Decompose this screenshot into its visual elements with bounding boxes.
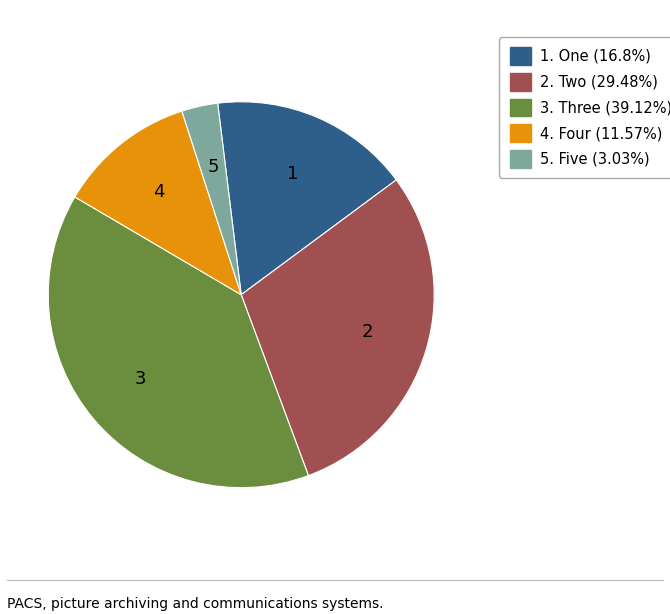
Text: 4: 4 <box>153 184 165 201</box>
Text: PACS, picture archiving and communications systems.: PACS, picture archiving and communicatio… <box>7 597 383 611</box>
Wedge shape <box>48 197 308 488</box>
Wedge shape <box>218 102 396 295</box>
Text: 1: 1 <box>287 165 299 183</box>
Text: 2: 2 <box>361 323 373 341</box>
Wedge shape <box>75 111 241 295</box>
Wedge shape <box>182 103 241 295</box>
Text: 5: 5 <box>207 158 218 176</box>
Text: 3: 3 <box>135 370 147 388</box>
Wedge shape <box>241 180 434 476</box>
Legend: 1. One (16.8%), 2. Two (29.48%), 3. Three (39.12%), 4. Four (11.57%), 5. Five (3: 1. One (16.8%), 2. Two (29.48%), 3. Thre… <box>499 37 670 178</box>
